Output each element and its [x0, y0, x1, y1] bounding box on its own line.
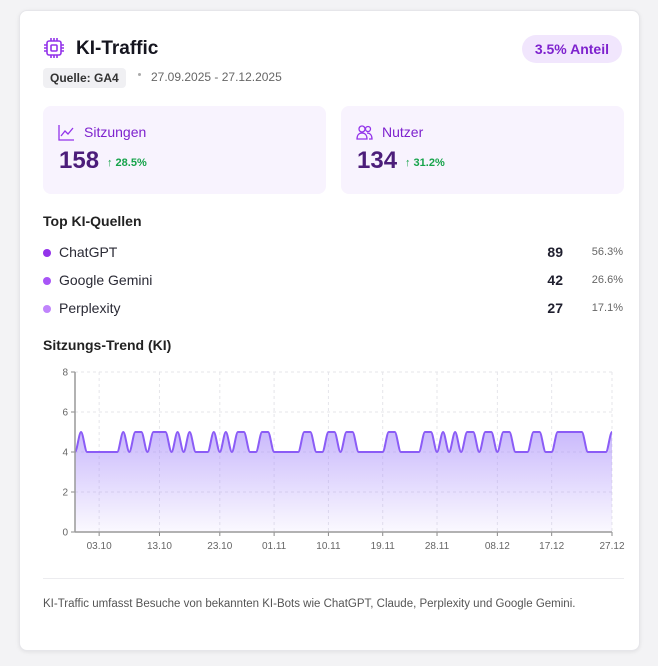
x-tick-label: 08.12: [485, 541, 510, 552]
x-tick-label: 19.11: [371, 541, 396, 552]
y-tick-label: 8: [62, 368, 68, 379]
stat-sessions: Sitzungen 158 ↑ 28.5%: [43, 106, 326, 194]
source-row: ChatGPT 89 56.3%: [43, 243, 623, 263]
stat-value: 158: [59, 147, 100, 174]
separator-dot: [138, 73, 141, 76]
source-color-dot: [43, 305, 51, 313]
x-tick-label: 13.10: [147, 541, 172, 552]
x-tick-label: 27.12: [599, 541, 624, 552]
source-percent: 56.3%: [591, 246, 623, 258]
source-name: Perplexity: [59, 300, 121, 316]
trend-line: [74, 430, 613, 454]
stat-users: Nutzer 134 ↑ 31.2%: [341, 106, 624, 194]
users-icon: [356, 125, 373, 140]
source-color-dot: [43, 249, 51, 257]
stat-label: Nutzer: [382, 124, 424, 140]
cpu-chip-icon: [44, 38, 64, 58]
x-tick-label: 10.11: [316, 541, 341, 552]
source-count: 27: [547, 300, 563, 316]
y-tick-label: 0: [62, 528, 68, 539]
share-badge: 3.5% Anteil: [521, 35, 622, 63]
source-tag: Quelle: GA4: [43, 68, 126, 88]
source-count: 89: [547, 244, 563, 260]
ki-traffic-card: KI-Traffic 3.5% Anteil Quelle: GA4 27.09…: [19, 10, 640, 651]
trend-chart-icon: [58, 125, 74, 141]
stat-label: Sitzungen: [84, 124, 147, 140]
source-percent: 26.6%: [591, 274, 623, 286]
x-tick-label: 03.10: [87, 541, 112, 552]
source-row: Perplexity 27 17.1%: [43, 299, 623, 319]
x-tick-label: 01.11: [262, 541, 287, 552]
source-percent: 17.1%: [591, 302, 623, 314]
source-color-dot: [43, 277, 51, 285]
x-tick-label: 28.11: [425, 541, 450, 552]
card-title: KI-Traffic: [76, 38, 159, 59]
y-tick-label: 6: [62, 408, 68, 419]
sessions-trend-chart: 0 2 4 6 8 03.10 13.10 23.10 01.11 10.11 19.11 28.11…: [62, 368, 625, 553]
y-tick-label: 4: [62, 448, 68, 459]
stat-change: ↑ 31.2%: [405, 157, 445, 169]
sources-title: Top KI-Quellen: [43, 213, 142, 229]
footer-note: KI-Traffic umfasst Besuche von bekannten…: [43, 598, 576, 610]
stat-change: ↑ 28.5%: [107, 157, 147, 169]
divider: [43, 578, 624, 579]
source-count: 42: [547, 272, 563, 288]
source-name: ChatGPT: [59, 244, 118, 260]
stat-value: 134: [357, 147, 398, 174]
date-range: 27.09.2025 - 27.12.2025: [151, 70, 282, 84]
x-tick-label: 17.12: [539, 541, 564, 552]
trend-title: Sitzungs-Trend (KI): [43, 337, 172, 353]
x-tick-label: 23.10: [207, 541, 232, 552]
y-tick-label: 2: [62, 488, 68, 499]
trend-area: [75, 432, 612, 532]
source-row: Google Gemini 42 26.6%: [43, 271, 623, 291]
source-name: Google Gemini: [59, 272, 153, 288]
